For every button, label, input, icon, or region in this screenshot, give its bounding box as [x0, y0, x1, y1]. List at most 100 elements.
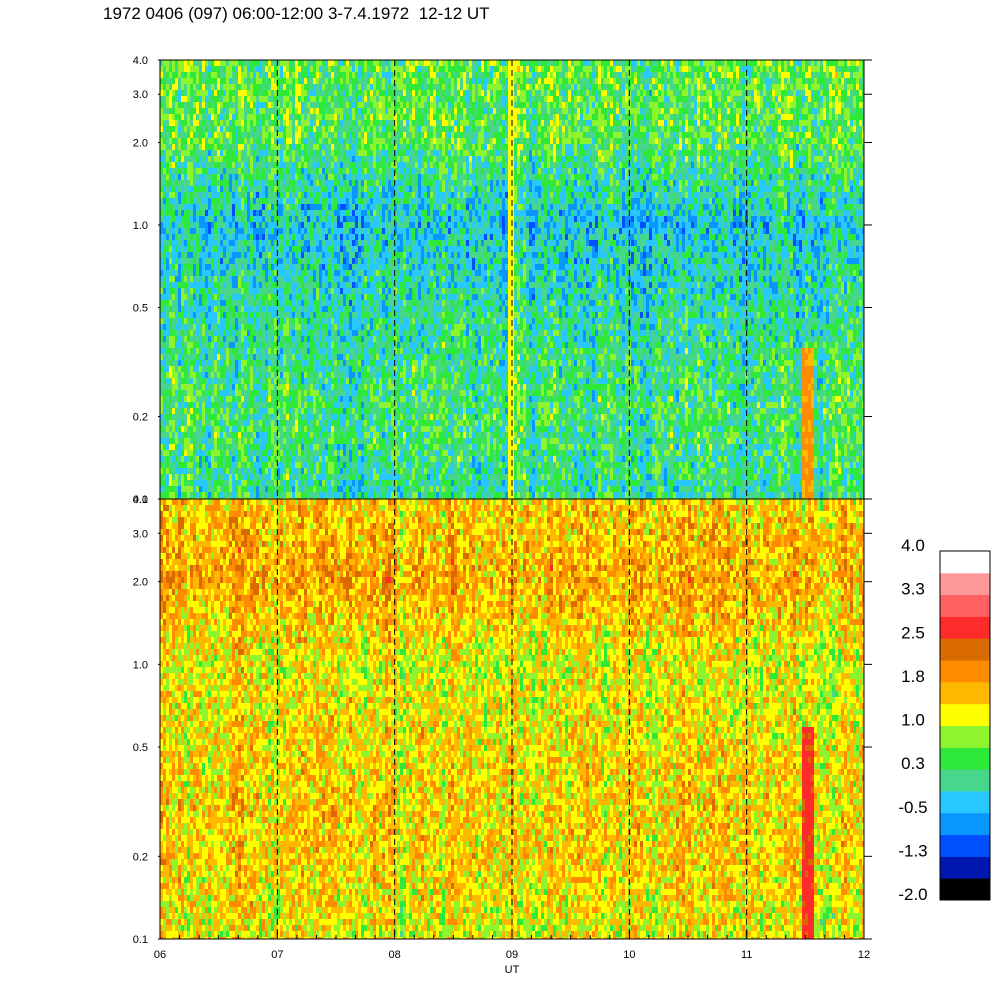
heatmap-cell	[328, 114, 331, 120]
heatmap-cell	[301, 126, 304, 132]
heatmap-cell	[436, 144, 439, 150]
heatmap-cell	[562, 132, 565, 138]
heatmap-cell	[610, 180, 613, 186]
heatmap-cell	[352, 150, 355, 156]
heatmap-cell	[424, 162, 427, 168]
heatmap-cell	[856, 102, 859, 108]
heatmap-cell	[640, 60, 643, 66]
heatmap-cell	[637, 108, 640, 114]
heatmap-cell	[565, 174, 568, 180]
heatmap-cell	[601, 174, 604, 180]
heatmap-cell	[775, 132, 778, 138]
heatmap-cell	[706, 126, 709, 132]
heatmap-cell	[859, 168, 862, 174]
heatmap-cell	[196, 138, 199, 144]
heatmap-cell	[379, 66, 382, 72]
heatmap-cell	[769, 90, 772, 96]
heatmap-cell	[472, 132, 475, 138]
heatmap-cell	[622, 72, 625, 78]
heatmap-cell	[505, 144, 508, 150]
heatmap-cell	[565, 96, 568, 102]
heatmap-cell	[715, 150, 718, 156]
heatmap-cell	[859, 102, 862, 108]
heatmap-cell	[778, 78, 781, 84]
heatmap-cell	[436, 102, 439, 108]
heatmap-cell	[670, 168, 673, 174]
heatmap-cell	[826, 156, 829, 162]
heatmap-cell	[814, 84, 817, 90]
heatmap-cell	[409, 66, 412, 72]
heatmap-cell	[385, 162, 388, 168]
heatmap-cell	[430, 96, 433, 102]
heatmap-cell	[253, 186, 256, 192]
heatmap-cell	[574, 180, 577, 186]
heatmap-cell	[283, 150, 286, 156]
heatmap-cell	[742, 78, 745, 84]
heatmap-cell	[355, 126, 358, 132]
heatmap-cell	[586, 144, 589, 150]
heatmap-cell	[292, 90, 295, 96]
heatmap-cell	[178, 102, 181, 108]
heatmap-cell	[814, 180, 817, 186]
heatmap-cell	[256, 120, 259, 126]
heatmap-cell	[607, 102, 610, 108]
heatmap-cell	[526, 132, 529, 138]
heatmap-cell	[445, 120, 448, 126]
heatmap-cell	[391, 108, 394, 114]
heatmap-cell	[586, 162, 589, 168]
heatmap-cell	[826, 138, 829, 144]
heatmap-cell	[340, 168, 343, 174]
heatmap-cell	[850, 84, 853, 90]
heatmap-cell	[205, 66, 208, 72]
heatmap-cell	[262, 180, 265, 186]
heatmap-cell	[802, 96, 805, 102]
heatmap-cell	[676, 96, 679, 102]
heatmap-cell	[517, 174, 520, 180]
heatmap-cell	[547, 72, 550, 78]
heatmap-cell	[772, 138, 775, 144]
heatmap-cell	[595, 78, 598, 84]
heatmap-cell	[568, 78, 571, 84]
heatmap-cell	[754, 60, 757, 66]
heatmap-cell	[373, 150, 376, 156]
heatmap-cell	[826, 150, 829, 156]
heatmap-cell	[214, 156, 217, 162]
heatmap-cell	[616, 168, 619, 174]
heatmap-cell	[631, 132, 634, 138]
heatmap-cell	[706, 66, 709, 72]
heatmap-cell	[262, 138, 265, 144]
heatmap-cell	[535, 84, 538, 90]
heatmap-cell	[730, 102, 733, 108]
heatmap-cell	[208, 126, 211, 132]
heatmap-cell	[289, 180, 292, 186]
heatmap-cell	[490, 114, 493, 120]
heatmap-cell	[526, 138, 529, 144]
heatmap-cell	[814, 90, 817, 96]
heatmap-cell	[184, 132, 187, 138]
heatmap-cell	[559, 114, 562, 120]
heatmap-cell	[463, 126, 466, 132]
heatmap-cell	[862, 150, 864, 156]
heatmap-cell	[544, 90, 547, 96]
heatmap-cell	[163, 60, 166, 66]
heatmap-cell	[511, 156, 514, 162]
heatmap-cell	[406, 102, 409, 108]
heatmap-cell	[172, 108, 175, 114]
heatmap-cell	[775, 138, 778, 144]
heatmap-cell	[619, 114, 622, 120]
heatmap-cell	[181, 144, 184, 150]
heatmap-cell	[682, 126, 685, 132]
heatmap-cell	[595, 114, 598, 120]
heatmap-cell	[595, 126, 598, 132]
heatmap-cell	[502, 72, 505, 78]
heatmap-cell	[796, 102, 799, 108]
heatmap-cell	[481, 162, 484, 168]
heatmap-cell	[523, 60, 526, 66]
heatmap-cell	[712, 60, 715, 66]
heatmap-cell	[721, 174, 724, 180]
heatmap-cell	[319, 72, 322, 78]
heatmap-cell	[802, 132, 805, 138]
heatmap-cell	[667, 114, 670, 120]
heatmap-cell	[661, 168, 664, 174]
heatmap-cell	[193, 84, 196, 90]
